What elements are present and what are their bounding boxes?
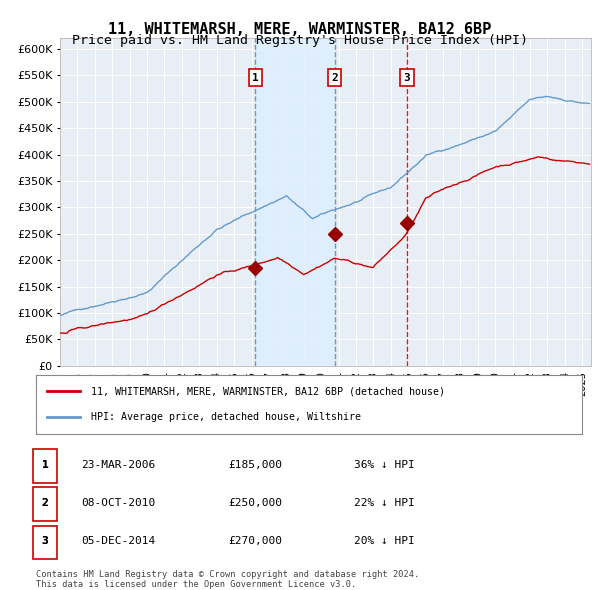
Text: 22% ↓ HPI: 22% ↓ HPI (354, 498, 415, 508)
Text: 11, WHITEMARSH, MERE, WARMINSTER, BA12 6BP (detached house): 11, WHITEMARSH, MERE, WARMINSTER, BA12 6… (91, 386, 445, 396)
Text: 1: 1 (252, 73, 259, 83)
Text: 3: 3 (41, 536, 49, 546)
Bar (256, 38, 335, 366)
Text: £270,000: £270,000 (228, 536, 282, 546)
Text: £250,000: £250,000 (228, 498, 282, 508)
Text: Contains HM Land Registry data © Crown copyright and database right 2024.: Contains HM Land Registry data © Crown c… (36, 570, 419, 579)
Text: 08-OCT-2010: 08-OCT-2010 (81, 498, 155, 508)
Text: Price paid vs. HM Land Registry's House Price Index (HPI): Price paid vs. HM Land Registry's House … (72, 34, 528, 47)
Text: HPI: Average price, detached house, Wiltshire: HPI: Average price, detached house, Wilt… (91, 412, 361, 422)
Text: 11, WHITEMARSH, MERE, WARMINSTER, BA12 6BP: 11, WHITEMARSH, MERE, WARMINSTER, BA12 6… (109, 22, 491, 37)
Text: 3: 3 (403, 73, 410, 83)
Text: 2: 2 (331, 73, 338, 83)
Text: £185,000: £185,000 (228, 460, 282, 470)
Text: 20% ↓ HPI: 20% ↓ HPI (354, 536, 415, 546)
Text: 3: 3 (41, 536, 49, 546)
Text: 1: 1 (41, 460, 49, 470)
Text: 2: 2 (41, 498, 49, 508)
Text: 1: 1 (41, 460, 49, 470)
Text: 23-MAR-2006: 23-MAR-2006 (81, 460, 155, 470)
Text: 36% ↓ HPI: 36% ↓ HPI (354, 460, 415, 470)
Text: 2: 2 (41, 498, 49, 508)
Text: 05-DEC-2014: 05-DEC-2014 (81, 536, 155, 546)
Text: This data is licensed under the Open Government Licence v3.0.: This data is licensed under the Open Gov… (36, 579, 356, 589)
